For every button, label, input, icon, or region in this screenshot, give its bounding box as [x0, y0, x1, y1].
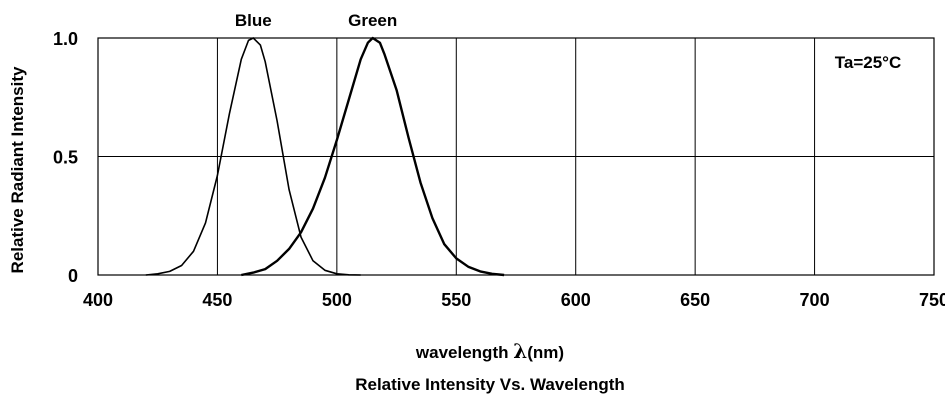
x-tick-label-400: 400 — [83, 290, 113, 310]
x-axis-label-suffix: (nm) — [527, 343, 564, 362]
y-tick-label-2: 1.0 — [53, 29, 78, 49]
tick-labels: 400 450 500 550 600 650 700 750 0 0.5 1.0 — [53, 29, 945, 310]
x-tick-label-450: 450 — [202, 290, 232, 310]
x-tick-label-750: 750 — [919, 290, 945, 310]
x-axis-label-prefix: wavelength — [415, 343, 513, 362]
x-tick-label-500: 500 — [322, 290, 352, 310]
x-tick-label-700: 700 — [800, 290, 830, 310]
y-tick-label-1: 0.5 — [53, 148, 78, 168]
temperature-annotation: Ta=25°C — [835, 53, 902, 72]
y-tick-label-0: 0 — [68, 266, 78, 286]
lambda-symbol: λ — [513, 339, 527, 363]
chart-title: Relative Intensity Vs. Wavelength — [355, 375, 625, 394]
x-tick-label-600: 600 — [561, 290, 591, 310]
x-tick-label-550: 550 — [441, 290, 471, 310]
grid — [98, 38, 934, 275]
y-axis-label: Relative Radiant Intensity — [8, 66, 27, 273]
x-axis-label: wavelength λ(nm) — [415, 339, 564, 363]
series-label-blue: Blue — [235, 11, 272, 30]
x-tick-label-650: 650 — [680, 290, 710, 310]
series-label-green: Green — [348, 11, 397, 30]
